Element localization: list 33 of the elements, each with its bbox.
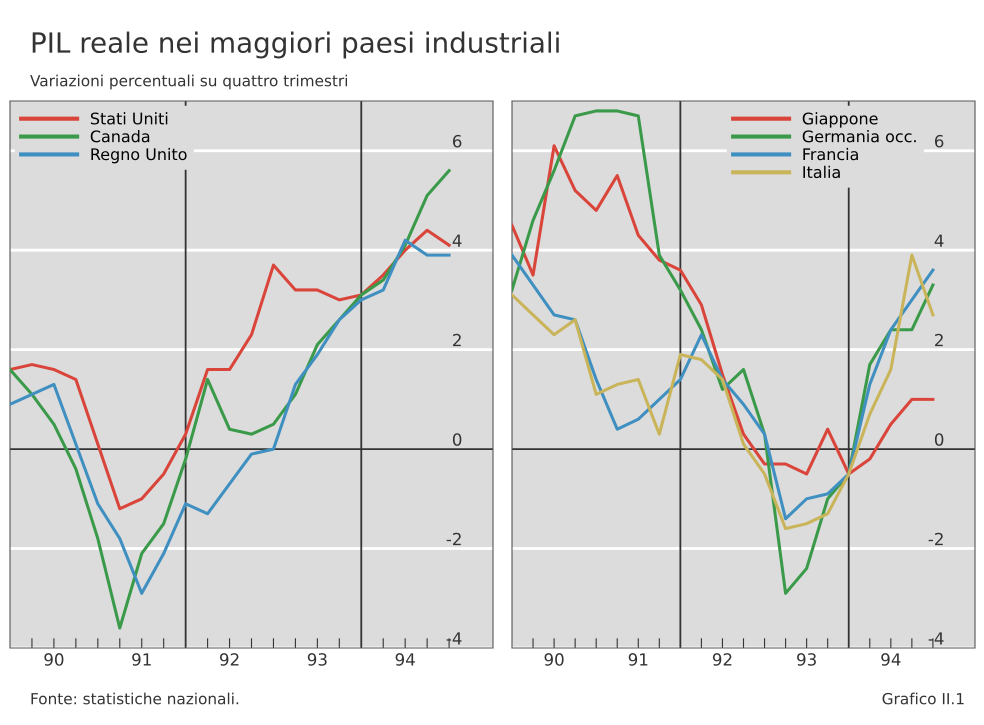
y-tick-label: 0 [452,433,462,446]
x-tick-label: 91 [132,653,151,666]
x-tick-label: 92 [220,653,238,666]
chart-subtitle: Variazioni percentuali su quattro trimestri [30,74,348,90]
x-tick-label: 90 [544,653,564,666]
chart-title: PIL reale nei maggiori paesi industriali [32,32,559,58]
y-tick-label: 6 [453,134,462,148]
legend-label: Italia [803,166,840,178]
y-tick-label: -4 [446,632,462,645]
legend-label: Regno Unito [91,148,187,164]
y-tick-label: 2 [453,334,461,346]
y-tick-label: 0 [934,433,944,446]
y-tick-label: 2 [935,334,943,346]
text: Grafico II.1 [882,692,964,704]
x-tick-label: 90 [44,653,64,666]
y-tick-label: -4 [928,632,944,645]
legend-label: Giappone [802,112,878,128]
x-tick-label: 94 [881,653,900,666]
x-tick-label: 93 [308,653,327,666]
y-tick-label: -2 [928,532,943,546]
x-tick-label: 94 [396,653,415,666]
legend-label: Canada [90,130,150,142]
x-tick-label: 92 [712,653,732,666]
y-tick-label: -2 [446,532,461,546]
y-tick-label: 4 [452,234,462,247]
source-note: Fonte: statistiche nazionali. [32,692,238,704]
legend-label: Stati Uniti [90,112,168,125]
x-tick-label: 91 [628,653,648,666]
legend-label: Germania occ. [802,130,916,142]
y-tick-label: 4 [934,234,944,247]
legend-label: Francia [803,148,858,160]
y-tick-label: 6 [935,134,944,148]
x-tick-label: 93 [797,653,816,666]
